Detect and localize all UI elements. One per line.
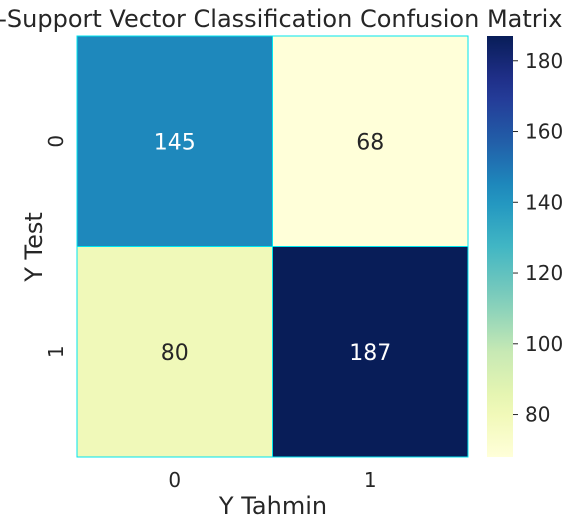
x-tick-label-0: 0 [168, 468, 181, 492]
colorbar-tick-label-80: 80 [525, 403, 550, 427]
y-axis-label: Y Test [20, 212, 48, 283]
colorbar-tick-label-100: 100 [525, 332, 563, 356]
heatmap-cell-1-0 [76, 246, 273, 458]
colorbar-ticks: 80 100 120 140 160 180 [513, 49, 563, 427]
cell-value-1-0: 80 [161, 341, 189, 366]
x-axis-label: Y Tahmin [218, 492, 327, 518]
colorbar-tick-label-180: 180 [525, 49, 563, 73]
cell-value-1-1: 187 [349, 341, 391, 366]
heatmap-cell-0-1 [272, 35, 469, 247]
chart-title: C-Support Vector Classification Confusio… [0, 5, 563, 33]
heatmap-cell-labels: 145 68 80 187 [154, 130, 392, 366]
colorbar [487, 36, 513, 457]
x-tick-label-1: 1 [364, 468, 377, 492]
heatmap-cell-1-1 [272, 246, 469, 458]
y-tick-labels: 01 [44, 135, 68, 358]
cell-value-0-0: 145 [154, 130, 196, 155]
y-tick-label-0: 0 [44, 135, 68, 148]
colorbar-tick-label-120: 120 [525, 261, 563, 285]
colorbar-tick-label-140: 140 [525, 190, 563, 214]
heatmap-cells [76, 35, 469, 458]
heatmap-cell-0-0 [76, 35, 273, 247]
cell-value-0-1: 68 [356, 130, 384, 155]
y-tick-label-1: 1 [44, 345, 68, 358]
colorbar-tick-label-160: 160 [525, 120, 563, 144]
